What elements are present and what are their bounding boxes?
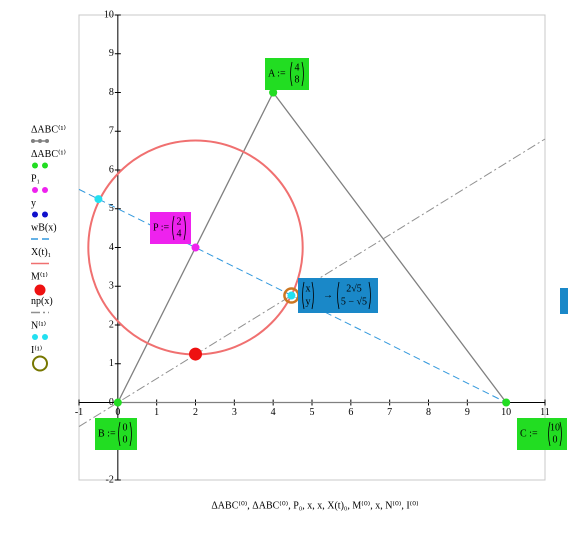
y-tick-label: -2 [105, 474, 113, 485]
matrix-bracket [290, 61, 293, 87]
matrix-entry: 4 [177, 228, 182, 239]
y-tick-label: 3 [109, 281, 114, 292]
annotation-box [298, 278, 378, 313]
clipped-region [560, 288, 568, 314]
legend-marker [42, 211, 48, 218]
matrix-bracket [337, 281, 340, 310]
matrix-bracket [559, 421, 562, 447]
point-marker [94, 195, 103, 204]
legend-marker [45, 139, 49, 143]
matrix-entry: 0 [553, 434, 558, 445]
legend-marker [42, 187, 48, 193]
legend-label: y [31, 198, 36, 209]
annotation-label: A := [268, 68, 286, 79]
x-tick-label: 9 [465, 407, 470, 418]
matrix-entry: 10 [550, 423, 560, 434]
legend-label: P₁ [31, 173, 40, 184]
annotation-arrow: → [323, 290, 333, 301]
y-tick-label: 8 [109, 87, 114, 98]
legend-label: I⁽¹⁾ [31, 345, 42, 356]
x-axis-label: ΔABC⁽⁰⁾, ΔABC⁽⁰⁾, P₀, x, x, X(t)₀, M⁽⁰⁾,… [211, 500, 418, 511]
x-tick-label: 10 [501, 407, 511, 418]
x-tick-label: 11 [540, 407, 550, 418]
matrix-entry: 0 [123, 434, 128, 445]
legend-label: wB(x) [31, 222, 57, 233]
plot-frame [78, 14, 546, 481]
matrix-bracket [548, 421, 551, 447]
x-tick-label: 6 [348, 407, 353, 418]
matrix-entry: 5 − √5 [341, 297, 367, 308]
annotation-label: B := [98, 428, 116, 439]
matrix-bracket [302, 281, 305, 310]
legend-label: N⁽¹⁾ [31, 320, 46, 331]
matrix-bracket [129, 421, 132, 447]
y-tick-label: 0 [109, 397, 114, 408]
matrix-entry: 2 [177, 217, 182, 228]
legend-marker [42, 334, 48, 340]
annotation-box [517, 418, 567, 450]
y-tick-label: 7 [109, 126, 114, 137]
matrix-entry: x [306, 284, 311, 295]
x-tick-label: 3 [232, 407, 237, 418]
y-tick-label: 6 [109, 164, 114, 175]
matrix-entry: 2√5 [346, 284, 362, 295]
series-line [116, 92, 508, 404]
annotation-box [265, 58, 309, 90]
legend-label: M⁽¹⁾ [31, 271, 48, 282]
matrix-bracket [368, 281, 371, 310]
x-tick-label: 1 [154, 407, 159, 418]
y-tick-label: 2 [109, 319, 114, 330]
matrix-bracket [172, 215, 175, 241]
annotation-label: P := [153, 222, 169, 233]
legend-marker [32, 355, 48, 372]
legend-marker [32, 162, 38, 169]
annotation-label: C := [520, 428, 538, 439]
matrix-bracket [118, 421, 121, 447]
matrix-entry: y [306, 297, 311, 308]
matrix-entry: 8 [295, 74, 300, 85]
x-tick-label: 7 [387, 407, 392, 418]
y-tick-label: 1 [109, 358, 114, 369]
legend-label: ΔABC⁽¹⁾ [31, 149, 66, 160]
legend-label: ΔABC⁽¹⁾ [31, 124, 66, 135]
point-marker [113, 398, 122, 407]
y-tick-label: 10 [104, 9, 114, 20]
legend-marker [31, 139, 35, 143]
point-marker [502, 398, 511, 407]
x-tick-label: -1 [75, 407, 83, 418]
y-tick-label: 5 [109, 203, 114, 214]
legend-marker [32, 334, 38, 340]
matrix-entry: 0 [123, 423, 128, 434]
legend-marker [32, 211, 38, 218]
matrix-bracket [301, 61, 304, 87]
legend-marker [38, 139, 42, 143]
matrix-bracket [311, 281, 314, 310]
point-marker [287, 291, 296, 300]
y-tick-label: 9 [109, 48, 114, 59]
point-marker [269, 88, 278, 97]
legend-marker [42, 162, 48, 169]
legend-marker [34, 284, 46, 296]
matrix-bracket [183, 215, 186, 241]
x-tick-label: 2 [193, 407, 198, 418]
x-tick-label: 5 [310, 407, 315, 418]
legend-marker [32, 187, 38, 193]
x-tick-label: 4 [271, 407, 276, 418]
x-tick-label: 8 [426, 407, 431, 418]
point-marker [191, 243, 200, 252]
point-marker [189, 347, 202, 361]
x-tick-label: 0 [115, 407, 120, 418]
legend-label: np(x) [31, 296, 53, 307]
matrix-entry: 4 [295, 63, 300, 74]
legend-label: X(t)₁ [31, 247, 51, 258]
y-tick-label: 4 [109, 242, 114, 253]
